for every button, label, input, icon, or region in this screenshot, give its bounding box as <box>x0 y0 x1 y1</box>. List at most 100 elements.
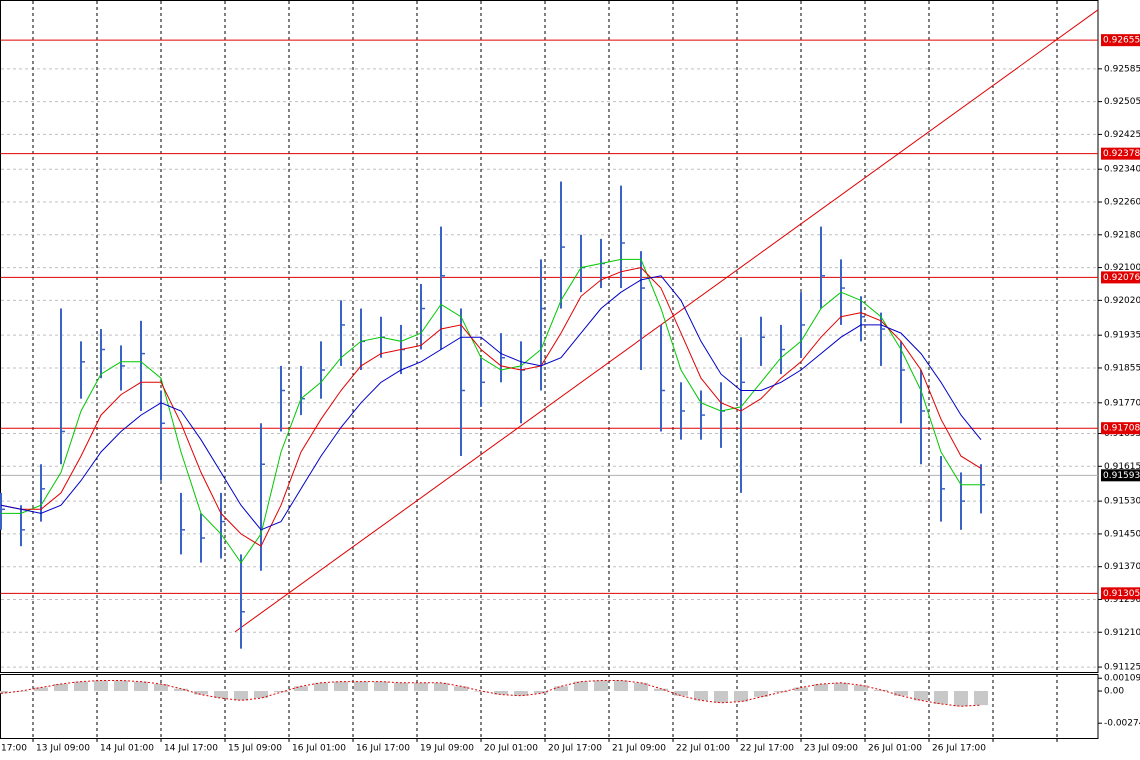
y-tick-label: 0.91210 <box>1104 628 1140 638</box>
x-tick-label: 20 Jul 01:00 <box>484 744 538 754</box>
y-tick-label: 0.92340 <box>1104 165 1140 175</box>
oscillator-bar <box>254 691 268 699</box>
oscillator-bar <box>194 691 208 695</box>
oscillator-bar <box>474 691 488 692</box>
oscillator-bar <box>374 681 388 692</box>
level-tag <box>1101 34 1140 47</box>
main-panel <box>0 0 1099 673</box>
x-tick-label: 19 Jul 09:00 <box>420 744 474 754</box>
oscillator-bar <box>314 682 328 692</box>
oscillator-bar <box>134 681 148 692</box>
oscillator-bar <box>74 681 88 692</box>
level-tag <box>1101 271 1140 284</box>
y-tick-label: 0.92260 <box>1104 198 1140 208</box>
level-tag <box>1101 587 1140 600</box>
x-tick-label: 16 Jul 17:00 <box>356 744 410 754</box>
y2-tick-label: -0.00274 <box>1104 719 1140 729</box>
oscillator-bar <box>34 687 48 692</box>
oscillator-bar <box>54 683 68 692</box>
level-label: 0.92378 <box>1103 149 1140 159</box>
y-tick-label: 0.91370 <box>1104 562 1140 572</box>
trendline <box>234 9 1099 633</box>
y-tick-label: 0.92425 <box>1104 130 1140 140</box>
oscillator-bar <box>934 691 948 704</box>
level-label: 0.92076 <box>1103 273 1140 283</box>
oscillator-bar <box>354 681 368 692</box>
y-tick-label: 0.91125 <box>1104 663 1140 673</box>
x-tick-label: 22 Jul 17:00 <box>740 744 794 754</box>
y2-tick-label: 0.001091 <box>1104 674 1140 684</box>
oscillator-bar <box>274 691 288 693</box>
y-tick-label: 0.92100 <box>1104 263 1140 273</box>
oscillator-bar <box>654 688 668 692</box>
current-price-tag <box>1101 469 1140 482</box>
oscillator-bar <box>674 691 688 696</box>
y2-tick-label: 0.00 <box>1104 687 1124 697</box>
oscillator-bar <box>834 682 848 692</box>
oscillator-bar <box>854 685 868 692</box>
oscillator-bar <box>454 686 468 692</box>
level-tag <box>1101 422 1140 435</box>
y-tick-label: 0.92180 <box>1104 230 1140 240</box>
x-tick-label: 22 Jul 01:00 <box>676 744 730 754</box>
moving-average <box>0 267 982 547</box>
oscillator-bar <box>794 687 808 692</box>
oscillator-bar <box>94 680 108 692</box>
oscillator-bar <box>434 682 448 692</box>
oscillator-bar <box>894 691 908 696</box>
y-tick-label: 0.92020 <box>1104 296 1140 306</box>
oscillator-bar <box>334 681 348 692</box>
x-tick-label: 26 Jul 01:00 <box>868 744 922 754</box>
oscillator-bar <box>514 691 528 696</box>
oscillator-signal <box>0 680 982 707</box>
oscillator-bar <box>914 691 928 701</box>
oscillator-bar <box>534 691 548 694</box>
moving-average <box>1 258 981 564</box>
current-price-label: 0.91593 <box>1103 471 1140 481</box>
oscillator-bar <box>634 682 648 692</box>
oscillator-bar <box>414 682 428 692</box>
y-tick-label: 0.91290 <box>1104 595 1140 605</box>
level-label: 0.91305 <box>1103 589 1140 599</box>
oscillator-bar <box>574 681 588 692</box>
x-tick-label: 17:00 <box>1 744 27 754</box>
y-tick-label: 0.91855 <box>1104 363 1140 373</box>
x-tick-label: 14 Jul 01:00 <box>100 744 154 754</box>
x-tick-label: 16 Jul 01:00 <box>292 744 346 754</box>
x-tick-label: 26 Jul 17:00 <box>932 744 986 754</box>
y-tick-label: 0.92505 <box>1104 97 1140 107</box>
y-tick-label: 0.91450 <box>1104 529 1140 539</box>
y-tick-label: 0.91615 <box>1104 462 1140 472</box>
oscillator-bar <box>954 691 968 707</box>
moving-average <box>0 275 982 531</box>
oscillator-bar <box>814 683 828 692</box>
oscillator-bar <box>294 686 308 692</box>
oscillator-panel <box>0 674 1099 739</box>
oscillator-bar <box>714 691 728 703</box>
oscillator-bar <box>754 691 768 697</box>
oscillator-bar <box>214 691 228 699</box>
oscillator-bar <box>174 688 188 692</box>
y-tick-label: 0.91770 <box>1104 398 1140 408</box>
oscillator-bar <box>974 691 988 706</box>
oscillator-bar <box>494 691 508 695</box>
x-tick-label: 20 Jul 17:00 <box>548 744 602 754</box>
x-tick-label: 23 Jul 09:00 <box>804 744 858 754</box>
level-label: 0.91708 <box>1103 424 1140 434</box>
oscillator-bar <box>234 691 248 701</box>
x-tick-label: 13 Jul 09:00 <box>36 744 90 754</box>
y-tick-label: 0.91935 <box>1104 331 1140 341</box>
oscillator-bar <box>774 691 788 693</box>
x-tick-label: 14 Jul 17:00 <box>164 744 218 754</box>
oscillator-bar <box>734 691 748 702</box>
oscillator-bar <box>614 680 628 692</box>
x-tick-label: 15 Jul 09:00 <box>228 744 282 754</box>
level-label: 0.92655 <box>1103 36 1140 46</box>
oscillator-bar <box>154 683 168 692</box>
x-tick-label: 21 Jul 09:00 <box>612 744 666 754</box>
oscillator-bar <box>594 680 608 692</box>
oscillator-bar <box>0 691 8 694</box>
